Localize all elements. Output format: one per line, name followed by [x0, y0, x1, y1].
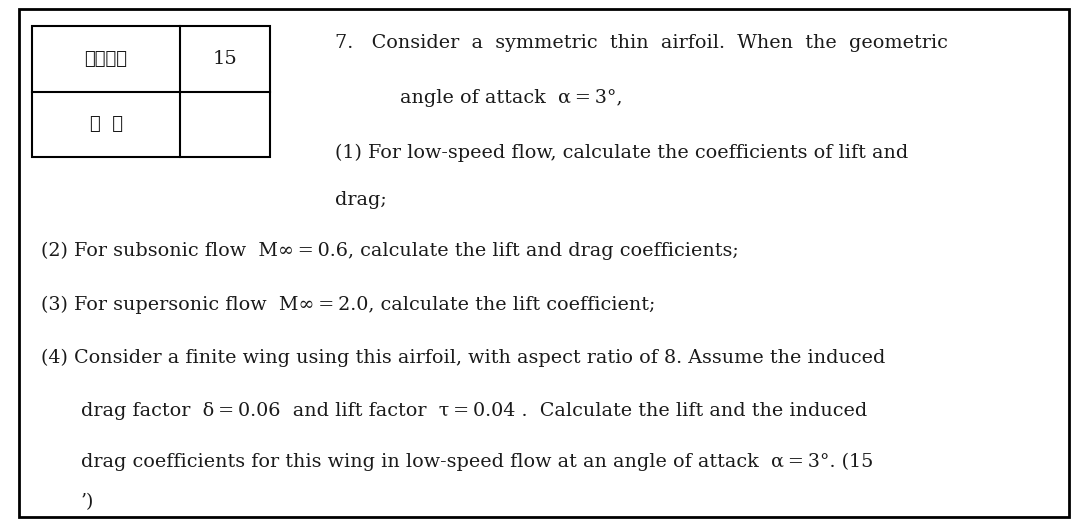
Text: (3) For supersonic flow  M∞ = 2.0, calculate the lift coefficient;: (3) For supersonic flow M∞ = 2.0, calcul… — [41, 295, 656, 314]
Text: (2) For subsonic flow  M∞ = 0.6, calculate the lift and drag coefficients;: (2) For subsonic flow M∞ = 0.6, calculat… — [41, 242, 739, 260]
Text: (4) Consider a finite wing using this airfoil, with aspect ratio of 8. Assume th: (4) Consider a finite wing using this ai… — [41, 349, 886, 367]
Text: drag coefficients for this wing in low-speed flow at an angle of attack  α = 3°.: drag coefficients for this wing in low-s… — [81, 452, 874, 471]
Text: angle of attack  α = 3°,: angle of attack α = 3°, — [400, 89, 622, 107]
Text: (1) For low-speed flow, calculate the coefficients of lift and: (1) For low-speed flow, calculate the co… — [335, 144, 908, 162]
Bar — [32, 26, 270, 157]
Text: drag;: drag; — [335, 191, 387, 209]
Text: 得  分: 得 分 — [90, 115, 122, 133]
Text: ’): ’) — [81, 494, 94, 511]
Text: 15: 15 — [213, 50, 238, 68]
Text: 7.   Consider  a  symmetric  thin  airfoil.  When  the  geometric: 7. Consider a symmetric thin airfoil. Wh… — [335, 35, 947, 52]
Text: 本题分数: 本题分数 — [84, 50, 127, 68]
Text: drag factor  δ = 0.06  and lift factor  τ = 0.04 .  Calculate the lift and the i: drag factor δ = 0.06 and lift factor τ =… — [81, 403, 867, 420]
